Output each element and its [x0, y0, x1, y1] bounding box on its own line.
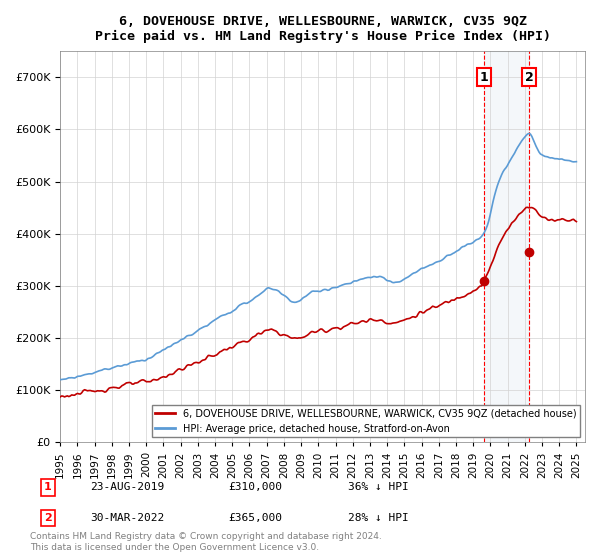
Legend: 6, DOVEHOUSE DRIVE, WELLESBOURNE, WARWICK, CV35 9QZ (detached house), HPI: Avera: 6, DOVEHOUSE DRIVE, WELLESBOURNE, WARWIC…: [152, 405, 580, 437]
Text: £310,000: £310,000: [228, 482, 282, 492]
Text: 1: 1: [480, 71, 489, 84]
Text: £365,000: £365,000: [228, 513, 282, 523]
Text: Contains HM Land Registry data © Crown copyright and database right 2024.
This d: Contains HM Land Registry data © Crown c…: [30, 532, 382, 552]
Text: 30-MAR-2022: 30-MAR-2022: [90, 513, 164, 523]
Title: 6, DOVEHOUSE DRIVE, WELLESBOURNE, WARWICK, CV35 9QZ
Price paid vs. HM Land Regis: 6, DOVEHOUSE DRIVE, WELLESBOURNE, WARWIC…: [95, 15, 551, 43]
Text: 1: 1: [44, 482, 52, 492]
Text: 28% ↓ HPI: 28% ↓ HPI: [348, 513, 409, 523]
Text: 2: 2: [525, 71, 533, 84]
Text: 2: 2: [44, 513, 52, 523]
Text: 36% ↓ HPI: 36% ↓ HPI: [348, 482, 409, 492]
Bar: [484, 51, 529, 442]
Text: 23-AUG-2019: 23-AUG-2019: [90, 482, 164, 492]
